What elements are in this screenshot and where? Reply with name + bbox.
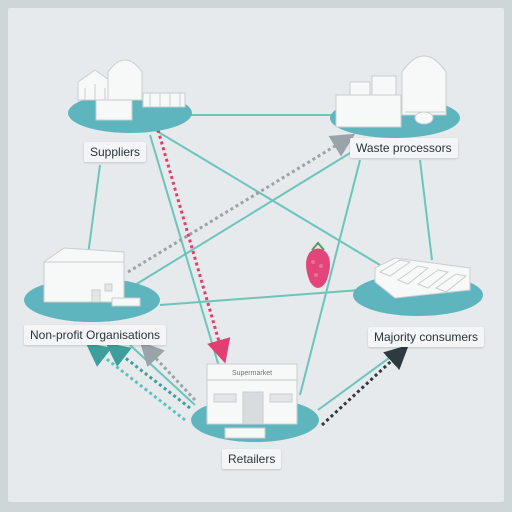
- arrow-suppliers-to-retailers: [156, 129, 231, 364]
- line-nonprofit-waste: [134, 149, 356, 286]
- raspberry-icon: [306, 241, 330, 288]
- supermarket-sign: Supermarket: [232, 370, 272, 377]
- waste-building-icon: [335, 55, 447, 128]
- suppliers-building-icon: [77, 59, 186, 121]
- line-waste-consumers: [419, 159, 433, 261]
- node-label-suppliers: Suppliers: [84, 142, 147, 162]
- line-nonprofit-consumers: [159, 289, 361, 306]
- node-label-waste-processors: Waste processors: [350, 138, 458, 158]
- arrow-nonprofit-to-waste: [127, 133, 356, 274]
- arrow-retailers-to-nonprofit-1: [105, 342, 191, 410]
- node-label-retailers: Retailers: [222, 449, 282, 469]
- line-suppliers-consumers: [154, 129, 381, 266]
- line-suppliers-retailers: [149, 134, 221, 371]
- consumers-building-icon: [374, 257, 471, 299]
- supermarket-building-icon: [206, 363, 298, 439]
- arrow-retailers-to-nonprofit-2: [85, 342, 186, 422]
- node-label-majority-consumers: Majority consumers: [368, 327, 485, 347]
- line-retailers-consumers: [317, 349, 401, 411]
- node-label-non-profit: Non-profit Organisations: [24, 325, 167, 345]
- line-retailers-nonprofit: [129, 344, 196, 406]
- line-suppliers-nonprofit: [87, 164, 101, 256]
- connection-lines: [87, 114, 433, 411]
- line-waste-retailers: [299, 159, 361, 396]
- arrow-retailers-to-consumers: [320, 344, 409, 427]
- nonprofit-building-icon: [42, 247, 141, 307]
